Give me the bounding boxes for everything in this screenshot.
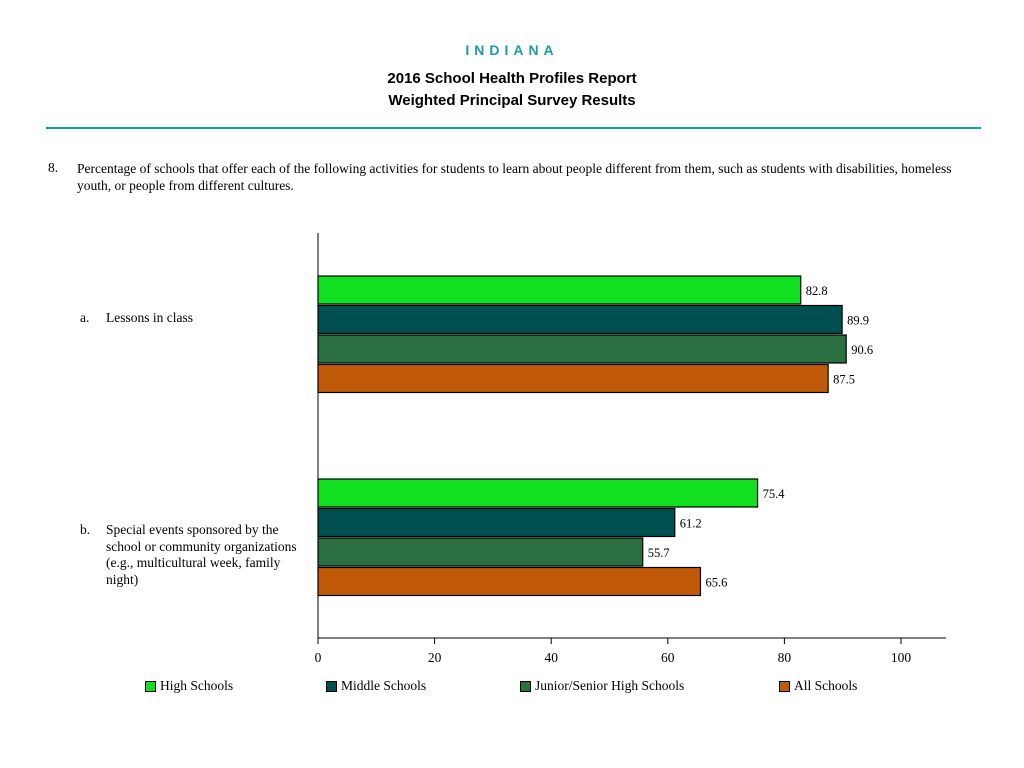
- bar-value-label: 82.8: [806, 284, 828, 298]
- report-subtitle: Weighted Principal Survey Results: [388, 92, 636, 109]
- bar: [317, 334, 847, 364]
- question-number: 8.: [48, 160, 59, 175]
- header-divider: [46, 127, 981, 129]
- bar: [317, 507, 676, 538]
- bar-value-label: 65.6: [705, 576, 727, 590]
- category-a-label: Lessons in class: [106, 310, 193, 325]
- bar-value-label: 61.2: [680, 517, 702, 531]
- bar-value-label: 90.6: [851, 343, 873, 357]
- legend-all-schools: All Schools: [779, 678, 857, 694]
- x-tick-label: 80: [778, 650, 792, 665]
- bar-value-label: 89.9: [847, 314, 869, 328]
- state-name: INDIANA: [465, 42, 559, 58]
- x-tick-label: 40: [544, 650, 558, 665]
- category-b-label: Special events sponsored by the school o…: [106, 522, 297, 587]
- category-a-letter: a.: [80, 310, 90, 325]
- report-title: 2016 School Health Profiles Report: [387, 70, 637, 87]
- legend-high-schools: High Schools: [145, 678, 233, 694]
- bar-value-label: 55.7: [648, 546, 670, 560]
- legend-swatch: [779, 680, 790, 692]
- bar: [317, 275, 802, 305]
- bar: [317, 304, 843, 335]
- legend-junior-senior-high-schools: Junior/Senior High Schools: [520, 678, 684, 694]
- legend-label: High Schools: [160, 678, 234, 693]
- legend-label: All Schools: [794, 678, 858, 693]
- legend-middle-schools: Middle Schools: [326, 678, 426, 694]
- x-tick-label: 100: [891, 650, 912, 665]
- legend-label: Middle Schools: [341, 678, 427, 693]
- x-tick-label: 60: [661, 650, 675, 665]
- legend-swatch: [145, 680, 156, 692]
- x-tick-label: 0: [315, 650, 322, 665]
- x-tick-label: 20: [428, 650, 442, 665]
- bar-value-label: 87.5: [833, 373, 855, 387]
- bar: [317, 537, 644, 567]
- bar: [317, 566, 702, 597]
- bar: [317, 478, 759, 508]
- category-b-letter: b.: [80, 522, 91, 537]
- question-text: Percentage of schools that offer each of…: [77, 161, 952, 193]
- bar-value-label: 75.4: [763, 487, 786, 501]
- legend-swatch: [326, 680, 337, 692]
- bar: [317, 363, 829, 394]
- legend-label: Junior/Senior High Schools: [535, 678, 685, 693]
- legend-swatch: [520, 680, 531, 692]
